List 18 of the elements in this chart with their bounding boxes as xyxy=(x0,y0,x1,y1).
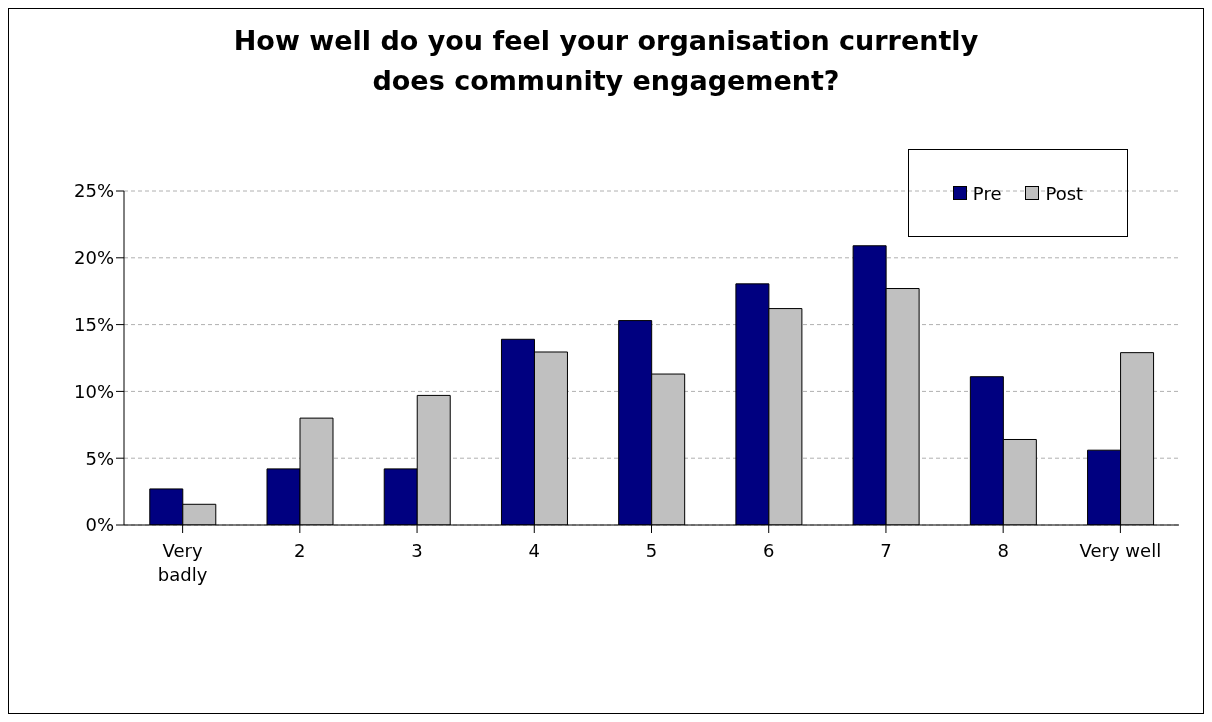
y-tick-label: 0% xyxy=(85,514,114,536)
x-tick-label: 3 xyxy=(411,540,423,561)
legend-label: Pre xyxy=(972,182,1002,204)
y-tick-label: 5% xyxy=(85,447,114,469)
legend-label: Post xyxy=(1045,182,1084,204)
y-tick-label: 15% xyxy=(73,313,114,335)
x-tick-label: Very well xyxy=(1079,540,1162,561)
x-tick-label: 7 xyxy=(880,540,892,561)
chart-title: How well do you feel your organisation currently does community engagement? xyxy=(232,24,980,98)
x-tick-label: 5 xyxy=(645,540,658,561)
x-tick-label: 2 xyxy=(294,540,306,561)
x-tick-label: Very badly xyxy=(157,540,208,585)
y-tick-label: 10% xyxy=(73,380,114,402)
y-tick-label: 20% xyxy=(73,247,114,269)
y-tick-label: 25% xyxy=(73,180,114,202)
x-tick-label: 6 xyxy=(763,540,775,561)
x-tick-label: 8 xyxy=(997,540,1009,561)
x-tick-label: 4 xyxy=(528,540,540,561)
